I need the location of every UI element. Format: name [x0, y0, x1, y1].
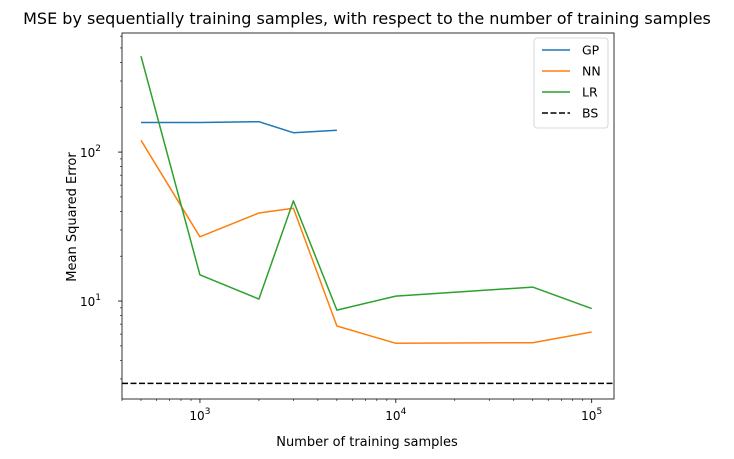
- legend-box: [533, 37, 609, 129]
- series-line-lr: [140, 56, 592, 311]
- y-tick-label: 102: [80, 144, 101, 160]
- plot-area: 103 104 105 101 102: [80, 32, 615, 423]
- x-tick-label: 104: [385, 407, 406, 423]
- axes-frame: [121, 32, 615, 400]
- x-tick-label: 103: [189, 407, 210, 423]
- legend-label-nn: NN: [582, 64, 601, 79]
- series-line-gp: [141, 120, 337, 134]
- y-axis-label: Mean Squared Error: [65, 152, 80, 282]
- y-tick-label: 101: [80, 293, 101, 309]
- x-tick-label: 105: [581, 407, 602, 423]
- x-axis-label: Number of training samples: [276, 435, 458, 450]
- series-group: [122, 56, 614, 385]
- chart-title: MSE by sequentially training samples, wi…: [23, 9, 711, 28]
- legend: GP NN LR BS: [533, 37, 609, 129]
- legend-label-bs: BS: [582, 106, 598, 121]
- legend-label-gp: GP: [582, 43, 600, 58]
- series-line-nn: [140, 139, 592, 345]
- legend-label-lr: LR: [582, 85, 598, 100]
